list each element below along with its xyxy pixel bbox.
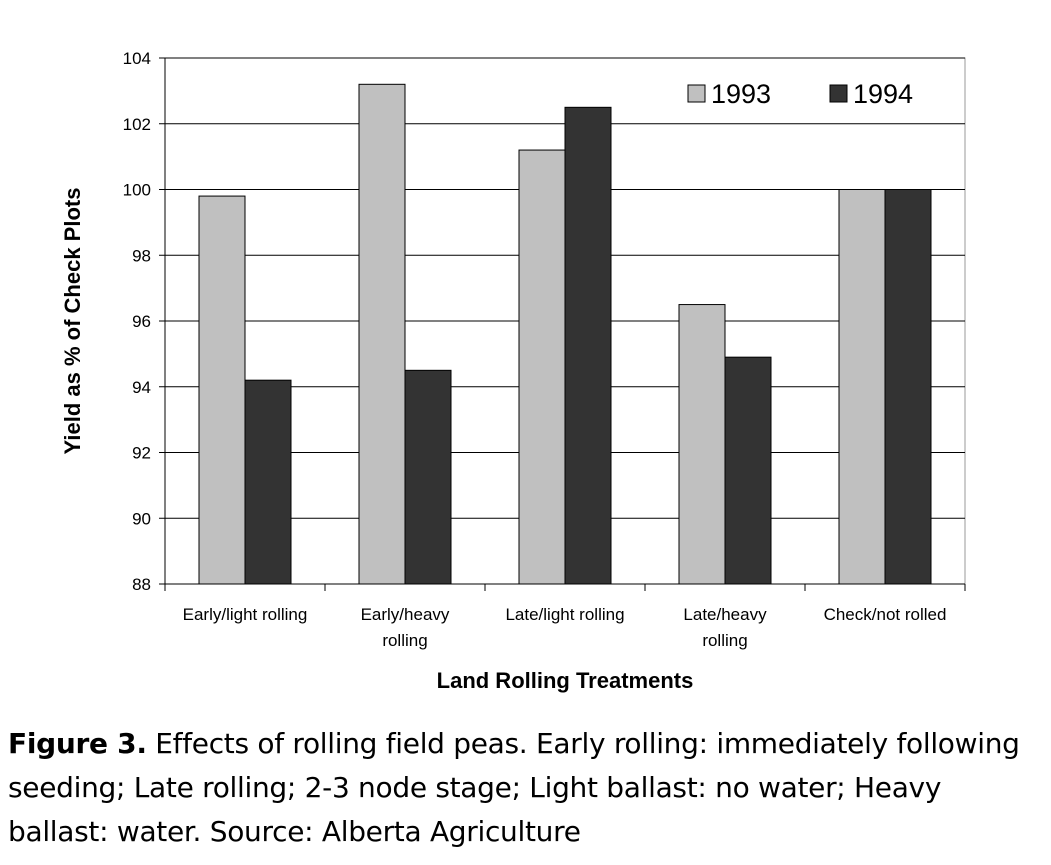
y-axis-title: Yield as % of Check Plots <box>60 188 85 455</box>
bar-1993 <box>838 189 886 585</box>
x-tick-label: Late/heavy <box>683 605 767 624</box>
y-tick-label: 104 <box>123 49 151 68</box>
bar-1994 <box>724 356 772 585</box>
y-tick-label: 98 <box>132 246 151 265</box>
legend-label: 1994 <box>853 79 913 109</box>
legend-label: 1993 <box>711 79 771 109</box>
figure-caption: Figure 3. Effects of rolling field peas.… <box>8 722 1048 854</box>
legend-swatch-1994 <box>829 84 848 103</box>
legend-swatch-1993 <box>687 84 706 103</box>
y-tick-label: 94 <box>132 378 151 397</box>
bar-1993 <box>518 149 566 585</box>
x-tick-label: rolling <box>702 631 747 650</box>
bar-1993 <box>678 304 726 585</box>
x-tick-label: Early/light rolling <box>183 605 308 624</box>
y-tick-label: 100 <box>123 181 151 200</box>
bar-chart: 88 90 92 94 96 98 100 102 104 Early/light rolling… <box>60 49 966 693</box>
bar-1994 <box>564 106 612 585</box>
y-tick-label: 92 <box>132 444 151 463</box>
bar-1993 <box>358 83 406 585</box>
y-tick-label: 96 <box>132 312 151 331</box>
x-axis-title: Land Rolling Treatments <box>437 668 694 693</box>
caption-text: Effects of rolling field peas. Early rol… <box>8 727 1020 848</box>
bar-1994 <box>404 369 452 585</box>
x-tick-label: Late/light rolling <box>505 605 624 624</box>
bar-1994 <box>884 189 932 585</box>
y-tick-label: 90 <box>132 509 151 528</box>
y-tick-label: 102 <box>123 115 151 134</box>
x-tick-label: Check/not rolled <box>824 605 947 624</box>
x-tick-label: Early/heavy <box>361 605 450 624</box>
x-tick-label: rolling <box>382 631 427 650</box>
bar-1994 <box>244 379 292 585</box>
y-tick-label: 88 <box>132 575 151 594</box>
bar-1993 <box>198 195 246 585</box>
caption-label: Figure 3. <box>8 727 147 760</box>
